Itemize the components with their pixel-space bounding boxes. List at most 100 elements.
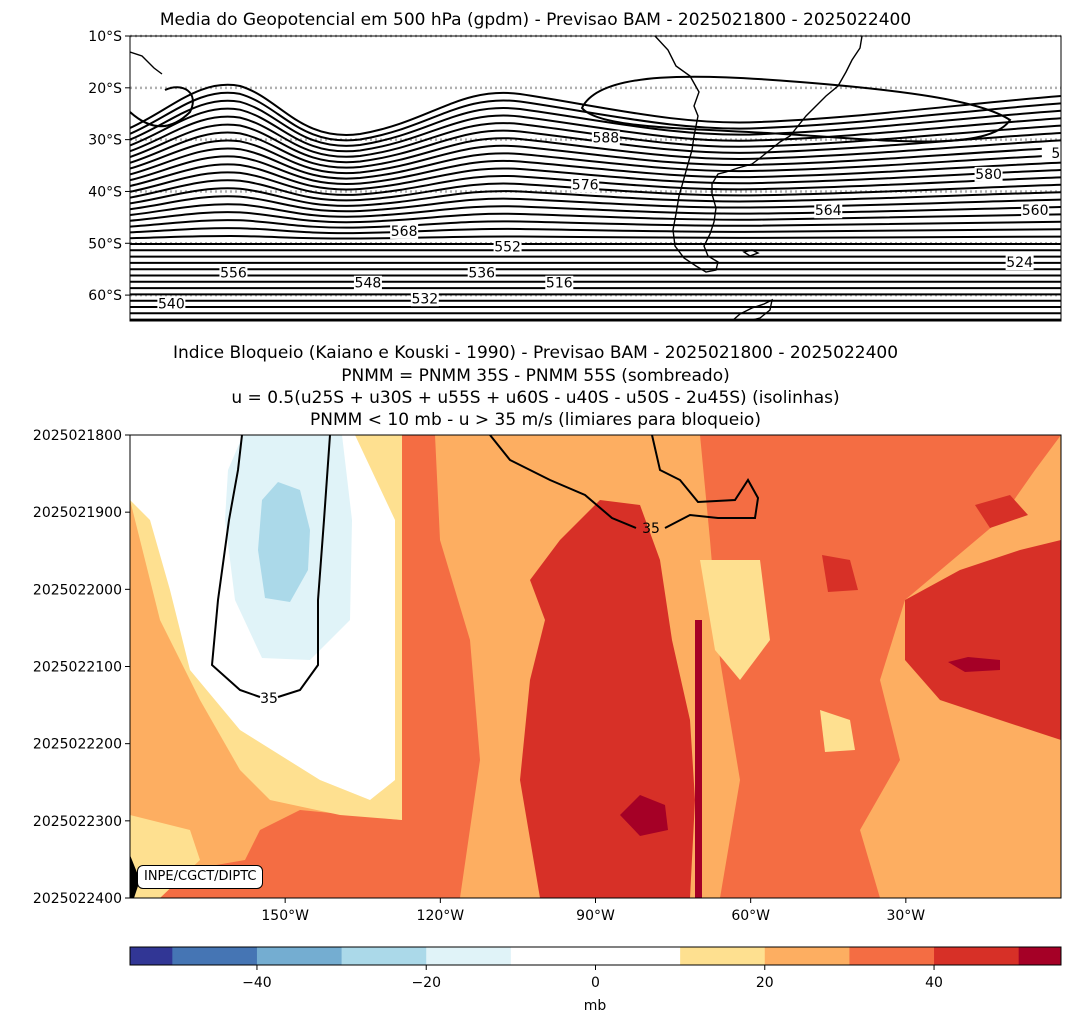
u-isoline-label-west: 35	[260, 691, 278, 707]
shade-neg-20-30	[258, 482, 310, 602]
shade-10-20-mid	[700, 560, 770, 680]
top-panel-frame	[129, 35, 1062, 322]
geopotential-contour	[130, 227, 1061, 235]
time-tick-label: 2025022300	[33, 814, 122, 830]
contour-label-bg	[467, 265, 496, 281]
contour-label: 552	[494, 239, 521, 255]
shade-50-plus-stripe	[695, 620, 702, 898]
colorbar-tick-label: −40	[242, 975, 272, 991]
geopotential-contour	[130, 171, 1061, 196]
bottom-title-line-2: PNMM = PNMM 35S - PNMM 55S (sombreado)	[341, 366, 730, 386]
colorbar-tick-label: 40	[925, 975, 943, 991]
contour-label-bg	[493, 239, 522, 255]
contour-label: 548	[355, 276, 382, 292]
contour-label: 540	[158, 296, 185, 312]
lat-tick-label: 40°S	[88, 184, 122, 200]
contour-label-bg	[571, 177, 600, 193]
contour-label: 532	[411, 291, 438, 307]
geopotential-contour	[130, 99, 1061, 147]
shade-40-50-east	[905, 540, 1061, 740]
contour-label: 536	[468, 265, 495, 281]
shade-10-20-east	[820, 710, 855, 752]
lat-tick-label: 60°S	[88, 288, 122, 304]
colorbar-segment	[934, 947, 1020, 965]
geopotential-map: 588 576 580 564 560 524 568 556 552 548 536 532 516 5…	[88, 29, 1070, 322]
bottom-title-line-1: Indice Bloqueio (Kaiano e Kouski - 1990)…	[172, 343, 899, 363]
contour-label-bg	[353, 275, 382, 291]
geopotential-contour	[130, 179, 1061, 202]
colorbar-segment	[510, 947, 596, 965]
contour-label: 5	[1051, 146, 1060, 162]
blocking-index-plot: 35 35 2025021800202502190020250220002025…	[33, 428, 1062, 924]
colorbar-segment	[256, 947, 343, 965]
lat-tick-label: 50°S	[88, 236, 122, 252]
contour-label-bg	[219, 265, 248, 281]
contour-label-bg	[814, 203, 843, 219]
contour-label: 564	[815, 203, 842, 219]
lat-tick-label: 10°S	[88, 29, 122, 45]
pnmm-shading	[130, 435, 1061, 898]
colorbar: −40 −20 0 20 40 mb	[129, 946, 1062, 1014]
geopotential-contour	[130, 195, 1061, 213]
colorbar-segment	[341, 947, 427, 965]
top-panel-title: Media do Geopotencial em 500 hPa (gpdm) …	[159, 10, 912, 30]
geopotential-contour	[130, 107, 1061, 153]
shade-50-plus-east	[948, 657, 1000, 672]
colorbar-segment	[595, 947, 681, 965]
contour-label: 588	[592, 131, 619, 147]
u-isoline-east	[489, 435, 760, 529]
geopotential-contour	[130, 115, 1061, 158]
contour-label: 516	[546, 276, 573, 292]
lon-tick-label: 120°W	[417, 908, 465, 924]
colorbar-label: mb	[584, 998, 607, 1014]
pacific-coast-fragment	[130, 51, 163, 75]
geopotential-contour	[580, 75, 1012, 143]
u-isoline-label-east: 35	[642, 521, 660, 537]
contour-label-bg	[974, 166, 1003, 182]
geopotential-contour	[130, 235, 1061, 240]
contour-label: 556	[220, 265, 247, 281]
time-tick-label: 2025021900	[33, 505, 122, 521]
u-isolines	[210, 435, 760, 698]
geopotential-contour	[130, 219, 1061, 229]
geopotential-contour	[130, 83, 1061, 136]
time-tick-label: 2025022200	[33, 737, 122, 753]
colorbar-segment	[764, 947, 850, 965]
geopotential-contour	[130, 187, 1061, 207]
colorbar-tick-label: 20	[756, 975, 774, 991]
latitude-axis: 10°S 20°S 30°S 40°S 50°S 60°S	[88, 29, 130, 304]
time-tick-label: 2025022400	[33, 891, 122, 907]
contour-label-bg	[410, 291, 439, 307]
colorbar-tick-label: −20	[411, 975, 441, 991]
contour-label-bg	[157, 296, 186, 312]
contour-label: 580	[975, 167, 1002, 183]
contour-label: 524	[1006, 255, 1033, 271]
colorbar-segment	[426, 947, 512, 965]
contour-label-bg	[591, 130, 620, 146]
contour-label: 576	[572, 177, 599, 193]
contour-label-bg	[390, 223, 419, 239]
lat-tick-label: 20°S	[88, 81, 122, 97]
bottom-title-line-4: PNMM < 10 mb - u > 35 m/s (limiares para…	[310, 410, 761, 430]
geopotential-contour	[130, 91, 1061, 142]
longitude-axis: 150°W 120°W 90°W 60°W 30°W	[261, 898, 925, 924]
colorbar-segments	[130, 947, 1062, 965]
shade-40-50-east-small	[975, 495, 1028, 528]
geopotential-contour	[130, 203, 1061, 218]
colorbar-segment	[1018, 947, 1062, 965]
lon-tick-label: 90°W	[576, 908, 615, 924]
lat-tick-label: 30°S	[88, 133, 122, 149]
time-tick-label: 2025022000	[33, 582, 122, 598]
shade-40-50-central	[520, 500, 695, 898]
bottom-title-line-3: u = 0.5(u25S + u30S + u55S + u60S - u40S…	[231, 388, 840, 408]
colorbar-segment	[172, 947, 258, 965]
lon-tick-label: 60°W	[731, 908, 770, 924]
lon-tick-label: 150°W	[261, 908, 309, 924]
time-tick-label: 2025022100	[33, 660, 122, 676]
time-axis: 2025021800 2025021900 2025022000 2025022100…	[33, 428, 130, 907]
shade-50-plus-central	[620, 795, 668, 836]
colorbar-segment	[680, 947, 766, 965]
geopotential-contour	[130, 211, 1061, 224]
contour-label-bg	[1041, 146, 1070, 162]
